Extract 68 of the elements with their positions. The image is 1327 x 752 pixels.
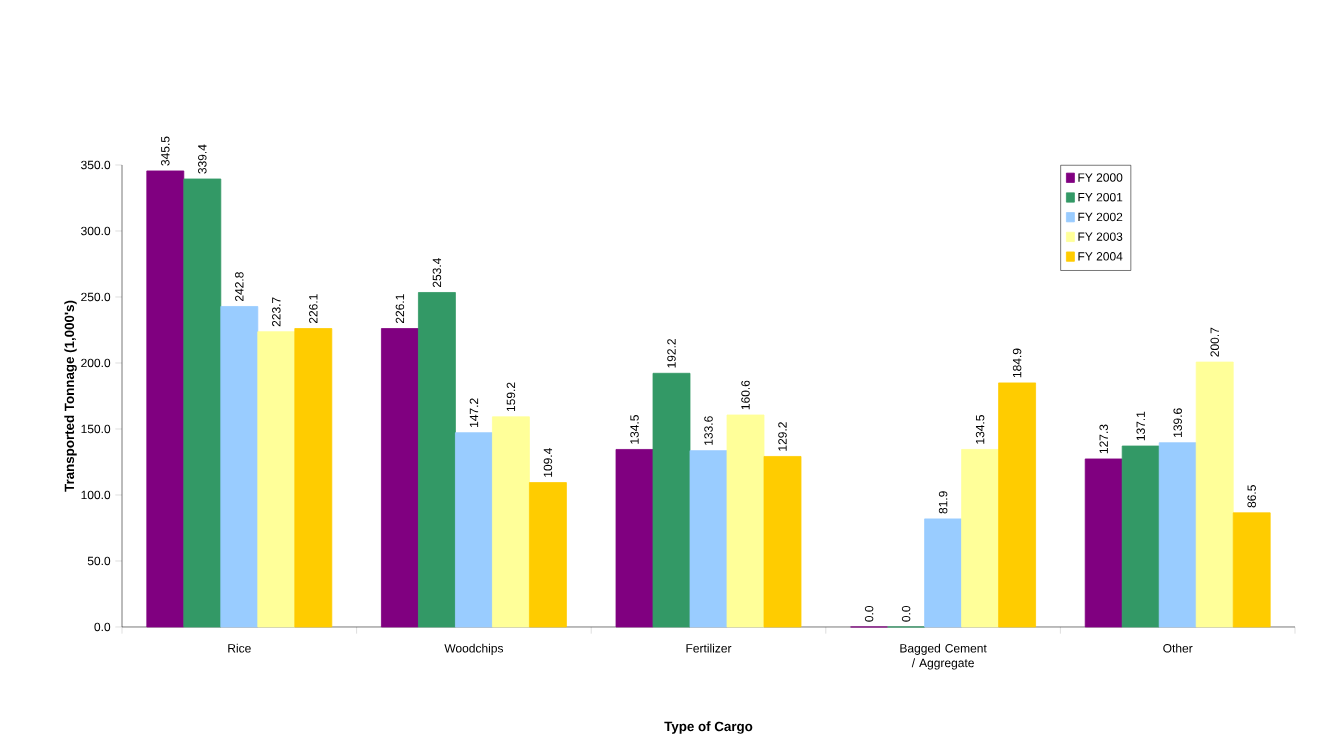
bar <box>924 518 962 628</box>
bar <box>381 328 419 628</box>
data-label: 226.1 <box>309 294 318 324</box>
bar <box>529 482 567 628</box>
x-tick-label: Fertilizer <box>686 643 732 653</box>
data-label: 223.7 <box>272 297 281 327</box>
data-label: 226.1 <box>395 294 405 324</box>
bar <box>652 372 691 628</box>
bar <box>492 416 530 628</box>
data-label: 0.0 <box>864 605 874 622</box>
data-label: 345.5 <box>161 136 170 166</box>
data-label: 86.5 <box>1247 485 1256 508</box>
data-label: 339.4 <box>198 144 207 174</box>
y-tick-label: 350.0 <box>81 160 111 170</box>
data-label: 137.1 <box>1136 411 1145 441</box>
y-tick-label: 200.0 <box>81 358 111 368</box>
data-label: 192.2 <box>667 339 676 368</box>
x-tick-label: Bagged Cement / Aggregate <box>900 643 987 670</box>
bar <box>1232 512 1271 628</box>
data-label: 160.6 <box>741 380 750 410</box>
data-label: 127.3 <box>1099 424 1108 454</box>
y-tick-label: 0.0 <box>94 622 111 632</box>
legend-label: FY 2000 <box>1078 173 1123 182</box>
bar <box>455 432 493 628</box>
legend-label: FY 2002 <box>1078 212 1123 222</box>
bar <box>1121 445 1160 628</box>
legend-label: FY 2004 <box>1078 252 1123 261</box>
data-label: 147.2 <box>469 398 479 427</box>
data-label: 184.9 <box>1012 348 1022 378</box>
bar <box>615 449 654 628</box>
x-tick-label: Woodchips <box>444 643 504 655</box>
bar <box>726 414 765 628</box>
y-tick-label: 50.0 <box>87 556 111 566</box>
data-label: 129.2 <box>778 422 787 451</box>
y-tick-label: 300.0 <box>81 226 111 236</box>
data-label: 200.7 <box>1210 327 1219 357</box>
legend-label: FY 2003 <box>1078 232 1123 241</box>
x-tick-label: Rice <box>228 643 251 653</box>
bar <box>146 170 185 628</box>
bar <box>763 456 802 628</box>
x-tick-label: Other <box>1163 643 1193 653</box>
x-axis-title: Type of Cargo <box>664 721 753 734</box>
bar <box>961 449 999 628</box>
data-label: 0.0 <box>901 605 911 622</box>
y-tick-label: 250.0 <box>81 292 111 302</box>
y-axis-title: Transported Tonnage (1,000's) <box>64 300 77 492</box>
data-label: 242.8 <box>235 272 244 302</box>
bar <box>1084 458 1123 628</box>
y-tick-label: 150.0 <box>81 424 111 434</box>
bar <box>418 292 456 628</box>
data-label: 109.4 <box>543 448 553 477</box>
bar <box>257 331 296 628</box>
data-label: 134.5 <box>630 415 639 444</box>
bar <box>689 450 728 628</box>
bar <box>294 328 333 628</box>
bar <box>998 382 1036 628</box>
data-label: 81.9 <box>938 491 948 514</box>
bar <box>1195 361 1234 628</box>
data-label: 159.2 <box>506 382 516 412</box>
bar <box>220 306 259 628</box>
data-label: 139.6 <box>1173 408 1182 437</box>
data-label: 134.5 <box>975 415 985 444</box>
y-tick-label: 100.0 <box>81 490 111 500</box>
legend-label: FY 2001 <box>1078 192 1123 202</box>
bar <box>183 178 222 628</box>
bar <box>1158 442 1197 628</box>
data-label: 133.6 <box>704 416 713 445</box>
data-label: 253.4 <box>432 257 442 288</box>
